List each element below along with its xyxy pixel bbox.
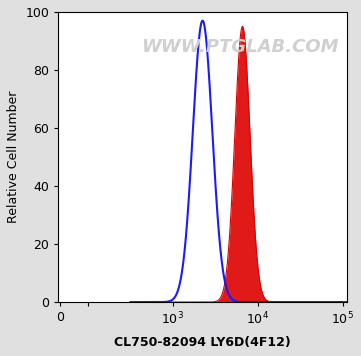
Y-axis label: Relative Cell Number: Relative Cell Number xyxy=(7,91,20,223)
Text: WWW.PTGLAB.COM: WWW.PTGLAB.COM xyxy=(141,38,339,56)
X-axis label: CL750-82094 LY6D(4F12): CL750-82094 LY6D(4F12) xyxy=(114,336,291,349)
